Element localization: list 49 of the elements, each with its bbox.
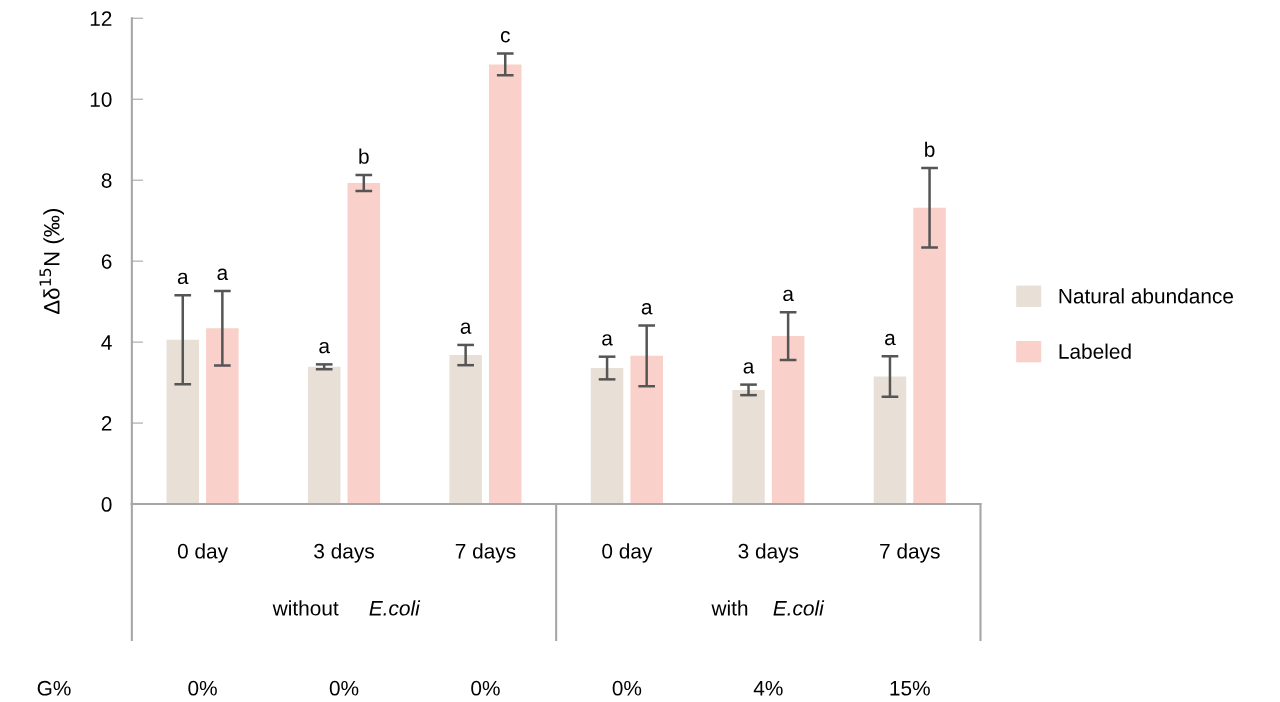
y-tick-label: 4 bbox=[101, 335, 112, 350]
y-tick-label: 6 bbox=[101, 254, 112, 269]
text: 0% bbox=[471, 680, 500, 696]
text: 4% bbox=[753, 680, 783, 696]
bar bbox=[347, 183, 381, 505]
data-label: a bbox=[885, 333, 896, 346]
bar bbox=[630, 355, 663, 505]
x-tick-label: 3 days bbox=[738, 543, 799, 563]
bar bbox=[488, 64, 522, 505]
bar bbox=[732, 389, 765, 505]
data-label: a bbox=[460, 322, 472, 334]
bar bbox=[206, 328, 239, 505]
text: 0% bbox=[612, 680, 642, 696]
data-label: c bbox=[500, 30, 510, 43]
data-label: a bbox=[217, 268, 229, 281]
text: 0% bbox=[188, 680, 217, 696]
bar bbox=[307, 366, 341, 505]
data-label: a bbox=[602, 334, 613, 346]
data-label: a bbox=[783, 289, 794, 302]
legend-label: Labeled bbox=[1059, 343, 1131, 359]
bar bbox=[873, 376, 907, 505]
data-label: b bbox=[359, 148, 369, 164]
y-tick-label: 10 bbox=[90, 92, 112, 107]
text: without E.coli bbox=[272, 600, 421, 616]
bar bbox=[166, 339, 200, 505]
x-tick-label: 7 days bbox=[880, 543, 940, 563]
bar bbox=[449, 355, 482, 505]
text: 0% bbox=[329, 680, 359, 696]
data-label: a bbox=[177, 272, 189, 285]
data-label: b bbox=[925, 141, 935, 157]
text: 15% bbox=[890, 680, 930, 696]
x-tick-label: 3 days bbox=[314, 543, 374, 563]
y-tick-label: 0 bbox=[101, 497, 112, 512]
data-label: a bbox=[641, 303, 653, 315]
y-tick-label: 2 bbox=[101, 416, 112, 431]
bar bbox=[913, 207, 946, 505]
y-axis-title: Δδ$^{15}$N (‰) bbox=[39, 209, 65, 315]
bar bbox=[771, 336, 805, 505]
x-tick-label: 7 days bbox=[455, 543, 516, 563]
data-label: a bbox=[743, 362, 755, 374]
text: with E.coli bbox=[711, 600, 825, 616]
data-label: a bbox=[319, 341, 330, 354]
y-tick-label: 12 bbox=[90, 11, 112, 26]
text: G% bbox=[37, 680, 71, 696]
legend-label: Natural abundance bbox=[1059, 288, 1233, 304]
bar bbox=[590, 368, 624, 505]
y-tick-label: 8 bbox=[101, 173, 112, 188]
x-tick-label: 0 day bbox=[177, 543, 229, 563]
x-tick-label: 0 day bbox=[602, 543, 653, 563]
